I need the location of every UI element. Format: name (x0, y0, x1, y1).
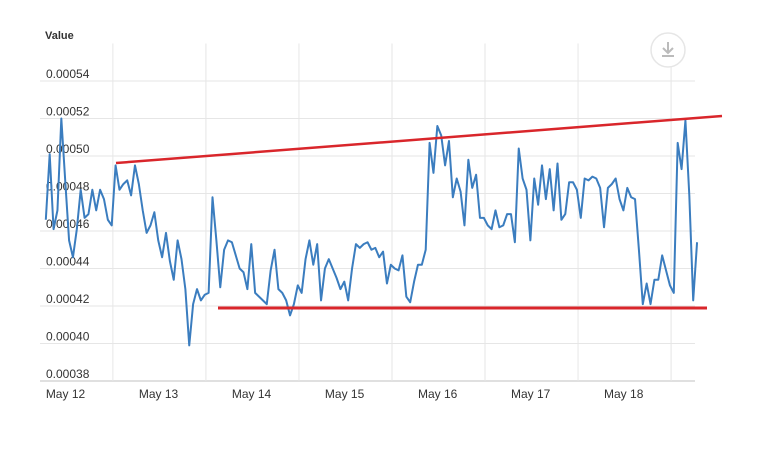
y-tick-label: 0.00052 (46, 105, 90, 119)
y-tick-label: 0.00038 (46, 367, 90, 381)
download-icon[interactable] (662, 42, 674, 57)
y-tick-label: 0.00044 (46, 255, 90, 269)
x-tick-label: May 13 (139, 387, 179, 401)
download-button[interactable] (650, 32, 686, 68)
resistance-trendline (115, 114, 723, 165)
y-tick-label: 0.00050 (46, 142, 90, 156)
x-tick-label: May 14 (232, 387, 272, 401)
y-tick-label: 0.00054 (46, 67, 90, 81)
y-axis-label: Value (45, 30, 74, 42)
x-tick-label: May 17 (511, 387, 551, 401)
y-tick-label: 0.00048 (46, 180, 90, 194)
x-tick-label: May 12 (46, 387, 86, 401)
y-tick-label: 0.00040 (46, 330, 90, 344)
data-line (44, 117, 699, 347)
y-tick-label: 0.00042 (46, 292, 90, 306)
x-tick-label: May 15 (325, 387, 365, 401)
x-tick-label: May 16 (418, 387, 458, 401)
x-tick-label: May 18 (604, 387, 644, 401)
